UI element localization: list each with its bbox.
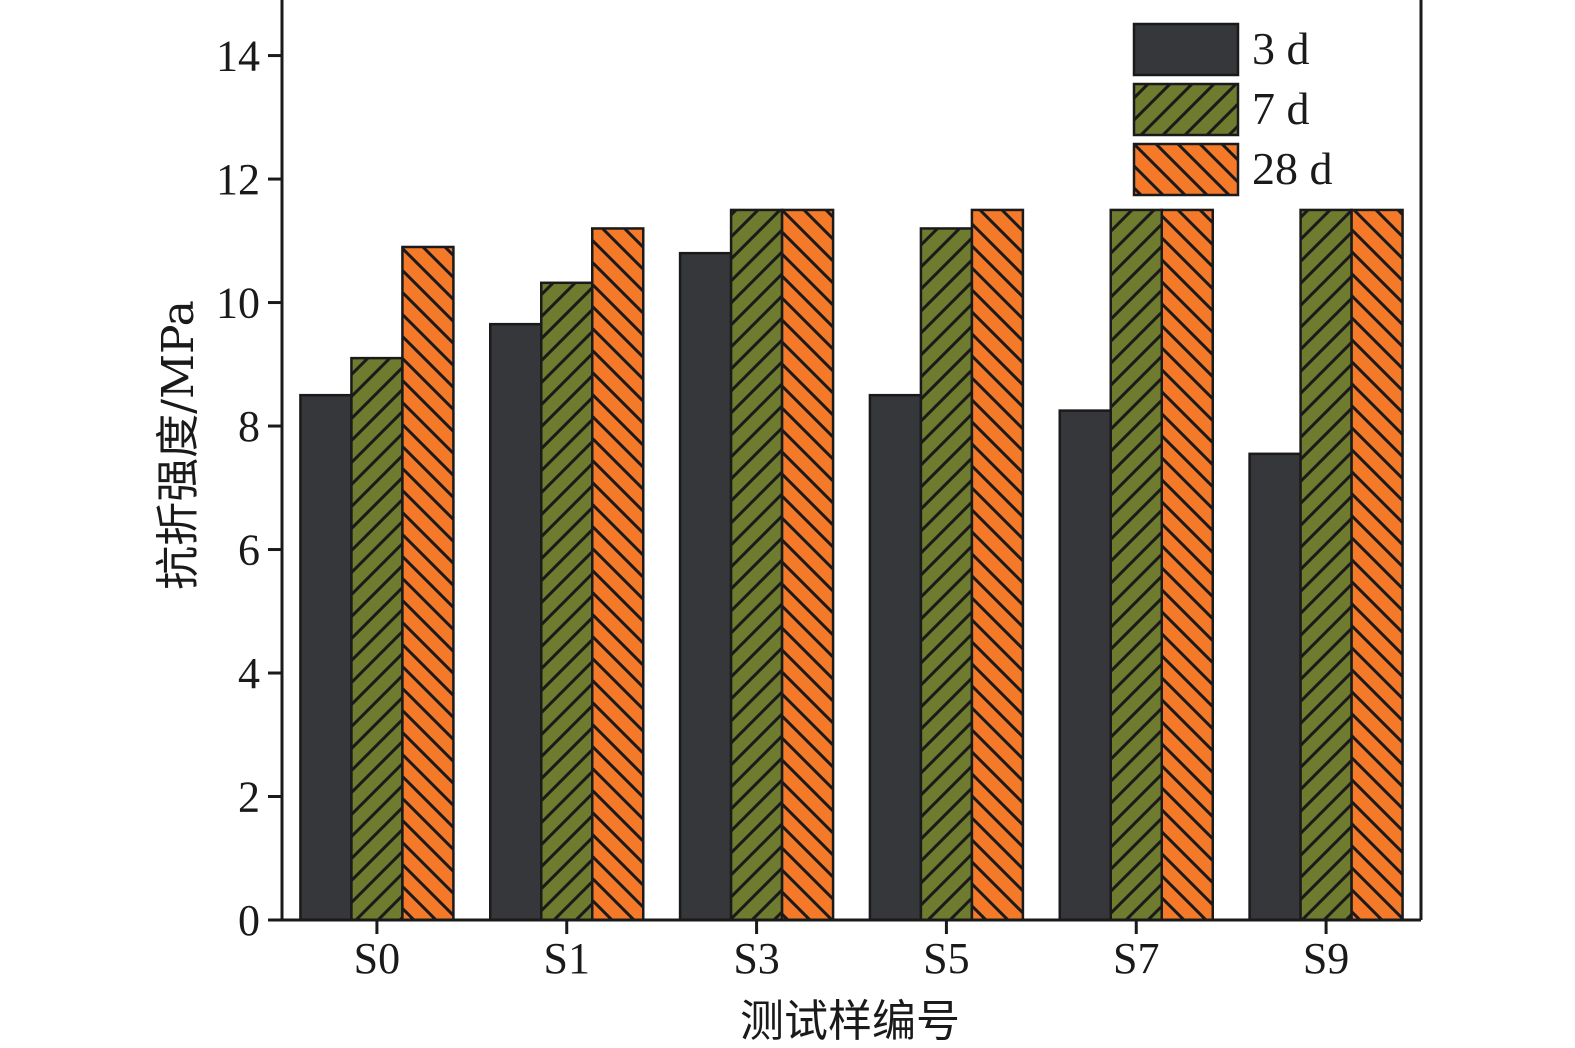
legend-label-3d: 3 d	[1252, 23, 1310, 74]
legend: 3 d 7 d 28 d	[1132, 22, 1333, 197]
bar-s5-3d	[868, 393, 923, 922]
bars-layer	[299, 208, 1404, 922]
y-tick-label: 2	[238, 773, 260, 822]
y-tick-label: 10	[216, 279, 260, 328]
bar-s1-7d	[540, 281, 594, 922]
y-tick-label: 12	[216, 155, 260, 204]
bar-s5-28d	[970, 208, 1025, 922]
x-tick-label-s5: S5	[923, 934, 969, 983]
bar-s7-7d	[1109, 208, 1163, 922]
bar-s7-28d	[1160, 208, 1214, 922]
bar-s0-28d	[401, 245, 455, 922]
y-tick-label: 0	[238, 896, 260, 945]
bar-s3-3d	[678, 251, 733, 922]
bar-s9-3d	[1248, 452, 1302, 922]
bar-s1-28d	[591, 227, 645, 922]
x-tick-label-s7: S7	[1113, 934, 1159, 983]
bar-s1-3d	[489, 322, 543, 922]
legend-swatch-3d	[1132, 22, 1240, 77]
x-tick-label-s0: S0	[354, 934, 400, 983]
axes-layer	[280, 0, 1423, 922]
legend-label-28d: 28 d	[1252, 143, 1333, 194]
x-axis-title: 测试样编号	[740, 996, 960, 1047]
x-tick-label-s3: S3	[733, 934, 779, 983]
y-tick-label: 8	[238, 402, 260, 451]
y-tick-label: 6	[238, 526, 260, 575]
x-tick-label-s1: S1	[544, 934, 590, 983]
y-tick-label: 4	[238, 649, 260, 698]
bar-s3-7d	[729, 208, 784, 922]
legend-label-7d: 7 d	[1252, 83, 1310, 134]
bar-s9-7d	[1299, 208, 1353, 922]
bar-s0-3d	[299, 393, 353, 922]
legend-swatch-7d	[1132, 82, 1240, 137]
ticks-layer: 0 2 4 6 8 10 12 14 S0 S1 S3 S5 S7 S9	[216, 32, 1349, 983]
bar-s9-28d	[1350, 208, 1404, 922]
bar-s0-7d	[350, 356, 404, 922]
bar-s5-7d	[919, 227, 974, 922]
x-tick-label-s9: S9	[1303, 934, 1349, 983]
legend-swatch-28d	[1132, 142, 1240, 197]
y-axis-title: 抗折强度/MPa	[153, 300, 204, 590]
y-tick-label: 14	[216, 32, 260, 81]
bar-s7-3d	[1058, 409, 1112, 922]
bar-s3-28d	[780, 208, 835, 922]
